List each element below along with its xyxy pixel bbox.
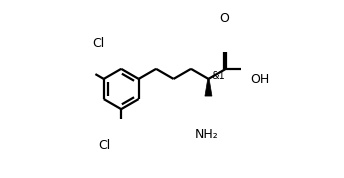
Text: NH₂: NH₂ [194,128,218,141]
Text: &1: &1 [212,71,225,81]
Polygon shape [205,79,212,96]
Text: O: O [219,12,229,25]
Text: Cl: Cl [98,138,111,152]
Text: Cl: Cl [92,37,105,50]
Text: OH: OH [250,73,269,86]
